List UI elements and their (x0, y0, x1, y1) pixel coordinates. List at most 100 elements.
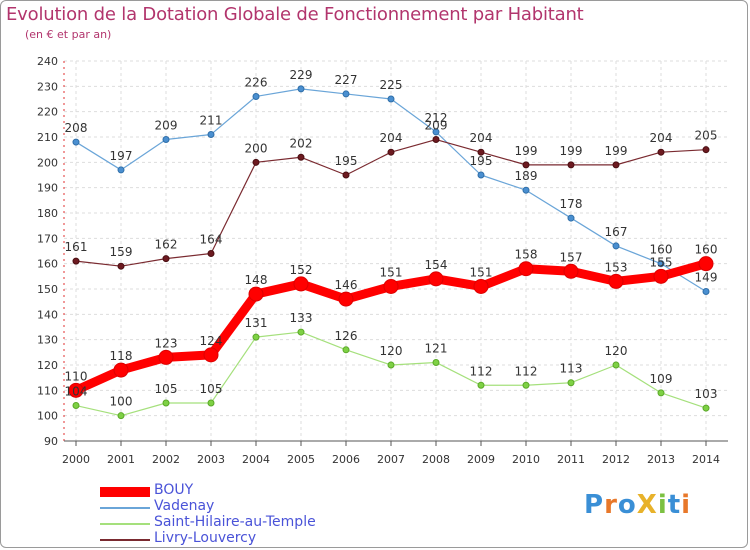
data-label: 162 (155, 238, 178, 252)
data-label: 120 (605, 344, 628, 358)
data-label: 212 (425, 111, 448, 125)
y-tick-label: 210 (37, 131, 58, 144)
data-point (567, 214, 575, 222)
x-tick-label: 2000 (62, 453, 90, 466)
data-point (702, 404, 710, 412)
data-point (203, 347, 219, 363)
data-label: 226 (245, 75, 268, 89)
proxiti-logo: ProXiti (584, 490, 692, 520)
data-label: 148 (245, 273, 268, 287)
data-point (342, 90, 350, 98)
data-point (248, 286, 264, 302)
data-point (522, 161, 530, 169)
data-label: 227 (335, 73, 358, 87)
y-tick-label: 100 (37, 410, 58, 423)
data-label: 189 (515, 169, 538, 183)
data-label: 199 (605, 144, 628, 158)
data-label: 167 (605, 225, 628, 239)
chart-subtitle: (en € et par an) (25, 28, 112, 41)
data-point (387, 148, 395, 156)
data-label: 124 (200, 334, 223, 348)
legend-label: Livry-Louvercy (154, 530, 257, 546)
data-label: 195 (335, 154, 358, 168)
data-point (522, 186, 530, 194)
data-label: 152 (290, 263, 313, 277)
data-label: 160 (650, 243, 673, 257)
data-point (162, 255, 170, 263)
y-tick-label: 140 (37, 308, 58, 321)
data-label: 109 (650, 372, 673, 386)
data-point (207, 250, 215, 258)
data-label: 158 (515, 248, 538, 262)
x-tick-label: 2005 (287, 453, 315, 466)
data-label: 161 (65, 240, 88, 254)
data-point (702, 288, 710, 296)
data-label: 200 (245, 141, 268, 155)
data-point (567, 379, 575, 387)
x-tick-label: 2007 (377, 453, 405, 466)
y-tick-label: 180 (37, 207, 58, 220)
data-point (117, 412, 125, 420)
data-point (342, 346, 350, 354)
data-point (162, 136, 170, 144)
x-tick-label: 2010 (512, 453, 540, 466)
data-label: 229 (290, 68, 313, 82)
data-label: 205 (695, 129, 718, 143)
data-label: 105 (200, 382, 223, 396)
y-tick-label: 120 (37, 359, 58, 372)
data-point (113, 362, 129, 378)
data-point (72, 402, 80, 410)
data-point (252, 92, 260, 100)
x-tick-label: 2006 (332, 453, 360, 466)
data-label: 197 (110, 149, 133, 163)
y-tick-label: 230 (37, 80, 58, 93)
data-point (297, 85, 305, 93)
data-label: 151 (470, 265, 493, 279)
x-tick-label: 2014 (692, 453, 720, 466)
data-label: 199 (560, 144, 583, 158)
y-tick-label: 110 (37, 384, 58, 397)
data-label: 153 (605, 260, 628, 274)
data-label: 113 (560, 362, 583, 376)
data-point (612, 361, 620, 369)
legend-swatch (100, 539, 150, 541)
data-point (68, 382, 84, 398)
data-point (207, 399, 215, 407)
data-label: 157 (560, 250, 583, 264)
data-label: 209 (155, 119, 178, 133)
data-point (432, 128, 440, 136)
x-tick-label: 2003 (197, 453, 225, 466)
data-point (162, 399, 170, 407)
data-point (702, 146, 710, 154)
data-point (338, 291, 354, 307)
x-tick-label: 2008 (422, 453, 450, 466)
data-label: 110 (65, 369, 88, 383)
y-tick-label: 200 (37, 156, 58, 169)
y-tick-label: 130 (37, 334, 58, 347)
data-label: 103 (695, 387, 718, 401)
data-label: 146 (335, 278, 358, 292)
x-tick-label: 2013 (647, 453, 675, 466)
data-label: 164 (200, 233, 223, 247)
chart-title: Evolution de la Dotation Globale de Fonc… (6, 4, 584, 25)
data-point (518, 261, 534, 277)
data-label: 121 (425, 341, 448, 355)
x-tick-label: 2012 (602, 453, 630, 466)
legend-swatch (100, 487, 150, 497)
data-point (563, 263, 579, 279)
legend-label: Vadenay (154, 498, 215, 514)
data-label: 104 (65, 385, 88, 399)
data-label: 133 (290, 311, 313, 325)
data-label: 105 (155, 382, 178, 396)
data-point (72, 257, 80, 265)
data-label: 100 (110, 395, 133, 409)
data-label: 112 (470, 364, 493, 378)
data-label: 123 (155, 336, 178, 350)
data-point (387, 95, 395, 103)
data-label: 195 (470, 154, 493, 168)
y-tick-label: 190 (37, 182, 58, 195)
data-label: 202 (290, 136, 313, 150)
data-point (252, 158, 260, 166)
